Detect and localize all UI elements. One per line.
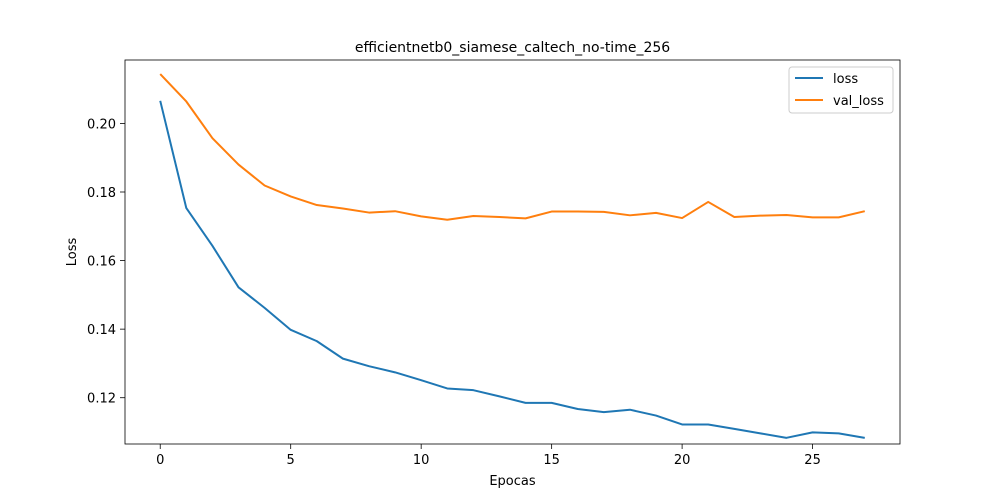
y-tick-label: 0.16 [87, 255, 116, 270]
x-tick-label: 5 [287, 453, 295, 468]
axes-frame [124, 59, 901, 445]
x-tick-label: 20 [674, 453, 691, 468]
plot-area [159, 73, 866, 439]
series-line-val-loss [159, 73, 866, 221]
x-axis-label: Epocas [489, 474, 536, 489]
x-tick-label: 15 [543, 453, 560, 468]
legend: loss val_loss [788, 66, 894, 114]
chart-title: efficientnetb0_siamese_caltech_no-time_2… [355, 40, 670, 56]
y-axis-label: Loss [65, 238, 80, 267]
x-tick-label: 0 [156, 453, 164, 468]
y-axis: 0.12 0.14 0.16 0.18 0.20 [87, 117, 125, 407]
y-tick-label: 0.12 [87, 392, 116, 407]
y-tick-label: 0.18 [87, 186, 116, 201]
x-tick-label: 10 [413, 453, 430, 468]
x-axis: 0 5 10 15 20 25 [156, 444, 821, 468]
y-tick-label: 0.14 [87, 323, 116, 338]
series-line-loss [159, 100, 865, 439]
x-tick-label: 25 [804, 453, 821, 468]
legend-label-loss: loss [833, 72, 858, 87]
legend-label-val-loss: val_loss [833, 94, 884, 109]
y-tick-label: 0.20 [87, 117, 116, 132]
